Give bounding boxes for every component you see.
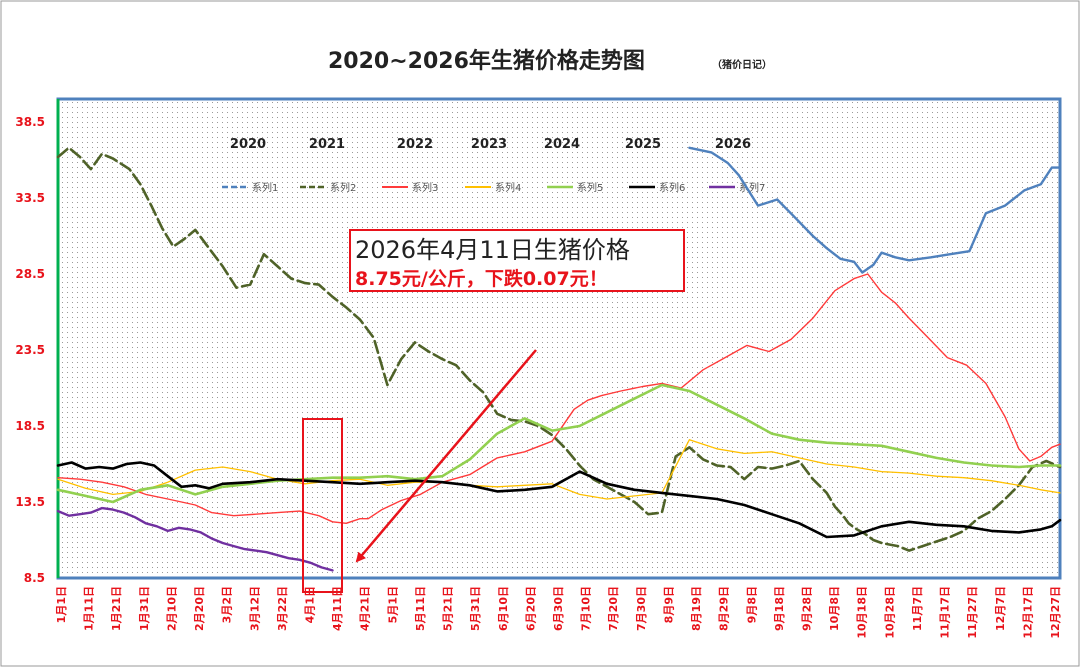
x-tick-label: 12月17日 (1021, 586, 1034, 639)
legend-year-label: 2023 (471, 137, 507, 152)
legend-entry-label: 系列2 (330, 181, 356, 194)
x-tick-label: 6月20日 (524, 586, 537, 631)
y-tick-labels: 8.5 13.5 18.5 23.5 28.5 33.5 38.5 (15, 115, 45, 585)
x-tick-label: 7月10日 (580, 586, 593, 631)
x-tick-label: 3月12日 (248, 586, 261, 631)
y-tick-label: 38.5 (15, 115, 45, 129)
x-tick-label: 1月21日 (110, 586, 123, 631)
highlight-box (302, 418, 343, 593)
legend-year-label: 2022 (397, 137, 433, 152)
legend-entry-label: 系列6 (659, 181, 685, 194)
annotation-box: 2026年4月11日生猪价格 8.75元/公斤，下跌0.07元！ (349, 229, 685, 292)
legend-year-label: 2024 (544, 137, 580, 152)
plot-area (58, 99, 1060, 578)
x-tick-label: 8月29日 (718, 586, 731, 631)
series-line-2024 (56, 383, 1062, 504)
series-line-2025 (56, 461, 1062, 539)
chart-title: 2020~2026年生猪价格走势图 (328, 48, 645, 74)
y-tick-label: 23.5 (15, 343, 45, 357)
x-tick-labels: 1月1日 1月11日 1月21日 1月31日 2月10日 2月20日 3月2日 3月12日 3月… (55, 586, 1062, 639)
legend-entry-label: 系列3 (412, 181, 438, 194)
legend-year-label: 2020 (230, 137, 266, 152)
x-tick-label: 1月11日 (83, 586, 96, 631)
x-tick-label: 6月30日 (552, 586, 565, 631)
x-tick-label: 5月11日 (414, 586, 427, 631)
y-tick-label: 8.5 (24, 571, 45, 585)
legend-entry-label: 系列1 (252, 181, 278, 194)
x-tick-label: 10月8日 (828, 586, 841, 631)
x-tick-label: 9月28日 (801, 586, 814, 631)
series-line-2026 (688, 146, 1062, 274)
x-tick-label: 2月20日 (193, 586, 206, 631)
x-tick-label: 12月27日 (1049, 586, 1062, 639)
legend-entry-label: 系列4 (495, 181, 521, 194)
x-tick-label: 9月8日 (745, 586, 758, 623)
legend: 系列1 系列2 系列3 系列4 系列5 系列6 系列7 (222, 181, 765, 194)
x-tick-label: 5月1日 (386, 586, 399, 623)
x-tick-label: 5月31日 (469, 586, 482, 631)
legend-year-label: 2026 (715, 137, 751, 152)
y-tick-label: 13.5 (15, 495, 45, 509)
x-tick-label: 4月21日 (359, 586, 372, 631)
x-tick-label: 6月10日 (497, 586, 510, 631)
x-tick-label: 7月20日 (607, 586, 620, 631)
x-tick-label: 12月7日 (994, 586, 1007, 631)
y-tick-label: 18.5 (15, 419, 45, 433)
annotation-headline: 2026年4月11日生猪价格 (355, 236, 630, 264)
x-tick-label: 3月2日 (221, 586, 234, 623)
series-line-2026 (56, 506, 334, 572)
x-tick-label: 11月7日 (911, 586, 924, 631)
legend-entry-label: 系列5 (577, 181, 603, 194)
chart-subtitle: （猪价日记） (712, 58, 772, 71)
x-tick-label: 4月11日 (331, 586, 344, 631)
x-tick-label: 7月30日 (635, 586, 648, 631)
x-tick-label: 2月10日 (165, 586, 178, 631)
x-tick-label: 8月19日 (690, 586, 703, 631)
legend-year-label: 2025 (625, 137, 661, 152)
legend-years: 2020 2021 2022 2023 2024 2025 2026 (230, 137, 751, 152)
series-lines (56, 146, 1062, 572)
series-line-2021 (56, 146, 1062, 552)
y-tick-label: 33.5 (15, 191, 45, 205)
x-tick-label: 1月1日 (55, 586, 68, 623)
x-tick-label: 5月21日 (442, 586, 455, 631)
annotation-price-text: 8.75元/公斤，下跌0.07元！ (355, 268, 608, 290)
x-tick-label: 11月17日 (939, 586, 952, 639)
x-tick-label: 11月27日 (966, 586, 979, 639)
series-line-2022 (57, 273, 1061, 524)
x-tick-label: 8月9日 (662, 586, 675, 623)
x-tick-label: 1月31日 (138, 586, 151, 631)
y-tick-label: 28.5 (15, 267, 45, 281)
x-tick-label: 4月1日 (304, 586, 317, 623)
annotation-arrow (355, 349, 537, 563)
x-tick-label: 9月18日 (773, 586, 786, 631)
series-line-2023 (57, 439, 1061, 500)
x-tick-label: 3月22日 (276, 586, 289, 631)
x-tick-label: 10月18日 (856, 586, 869, 639)
legend-year-label: 2021 (309, 137, 345, 152)
x-tick-label: 10月28日 (883, 586, 896, 639)
